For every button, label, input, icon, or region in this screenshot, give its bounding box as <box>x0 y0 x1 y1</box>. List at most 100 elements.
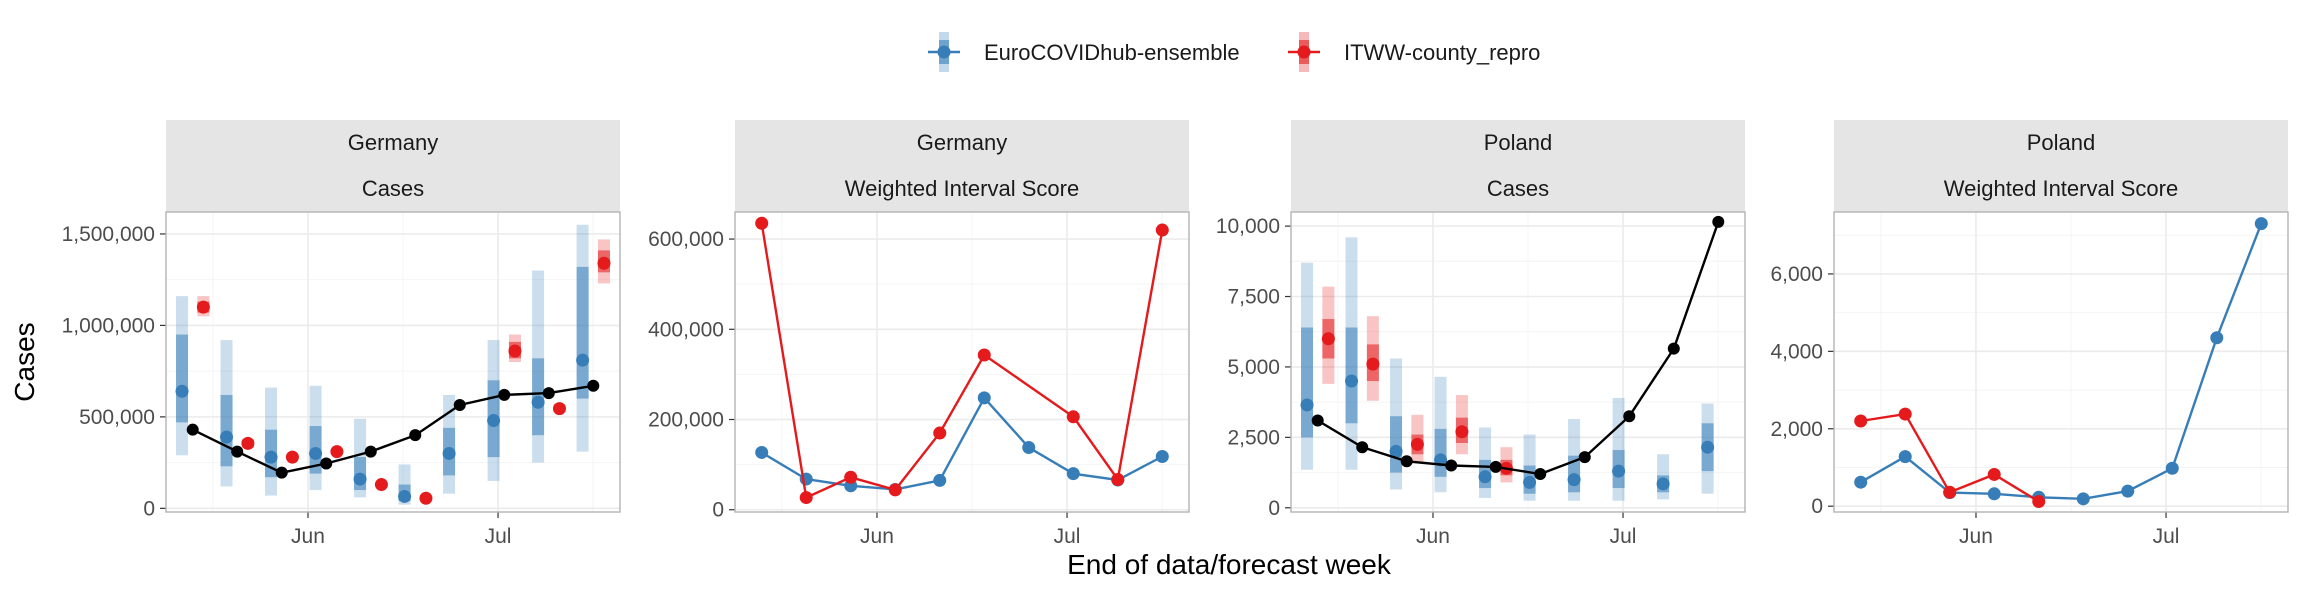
forecast-median-point <box>1612 464 1626 478</box>
y-tick-label: 500,000 <box>79 406 155 429</box>
forecast-median-point <box>1567 473 1581 487</box>
observed-point <box>498 388 511 401</box>
y-tick-label: 6,000 <box>1770 263 1823 286</box>
y-axis-title: Cases <box>9 322 40 401</box>
y-tick-label: 0 <box>143 497 155 520</box>
legend-key-point <box>937 45 951 59</box>
y-tick-label: 10,000 <box>1216 215 1280 238</box>
score-point <box>2076 492 2090 506</box>
x-tick-label: Jul <box>2153 525 2180 548</box>
facet-strip-country <box>1834 120 2288 166</box>
score-point <box>1987 487 2001 501</box>
score-series <box>1854 217 2268 506</box>
panel-border <box>1833 211 2289 513</box>
forecast-median-point <box>398 489 412 503</box>
x-tick-label: Jul <box>1054 525 1081 548</box>
score-point <box>1854 475 1868 489</box>
interval-50 <box>1390 416 1403 473</box>
observed-point <box>1311 414 1324 427</box>
y-tick-label: 400,000 <box>648 318 724 341</box>
y-tick-label: 0 <box>712 499 724 522</box>
forecast-median-point <box>1455 425 1469 439</box>
score-point <box>755 216 769 230</box>
forecast-series <box>1300 237 1715 501</box>
facet-strip-country-label: Germany <box>917 130 1007 155</box>
interval-50 <box>1301 327 1314 438</box>
score-point <box>1022 440 1036 454</box>
facet-strip-country-label: Poland <box>1484 130 1553 155</box>
y-tick-label: 0 <box>1268 497 1280 520</box>
observed-point <box>409 429 422 442</box>
observed-point <box>364 445 377 458</box>
facet-panel: Germany Weighted Interval Score 0 200,000 40… <box>648 120 1190 548</box>
y-tick-label: 5,000 <box>1227 356 1280 379</box>
forecast-series <box>1321 286 1513 483</box>
score-line <box>761 395 1163 491</box>
y-tick-label: 2,000 <box>1770 418 1823 441</box>
forecast-median-point <box>576 353 590 367</box>
score-series <box>755 216 1169 505</box>
forecast-median-point <box>309 446 323 460</box>
observed-point <box>1400 455 1413 468</box>
observed-point <box>1445 459 1458 472</box>
score-point <box>1987 467 2001 481</box>
observed-point <box>1712 215 1725 228</box>
x-tick-label: Jul <box>485 525 512 548</box>
score-point <box>977 348 991 362</box>
forecast-median-point <box>1656 477 1670 491</box>
score-series <box>755 391 1169 496</box>
score-point <box>799 491 813 505</box>
forecast-median-point <box>508 344 522 358</box>
observed-point <box>1356 441 1369 454</box>
y-tick-label: 4,000 <box>1770 340 1823 363</box>
y-tick-label: 0 <box>1811 495 1823 518</box>
observed-point <box>186 423 199 436</box>
observed-point <box>1534 467 1547 480</box>
legend-label: ITWW-county_repro <box>1344 40 1540 65</box>
observed-point <box>275 466 288 479</box>
score-point <box>888 483 902 497</box>
facet-strip-metric <box>1834 166 2288 212</box>
forecast-median-point <box>330 445 344 459</box>
facet-strip-metric-label: Cases <box>362 176 424 201</box>
legend-key-point <box>1297 45 1311 59</box>
forecast-median-point <box>175 384 189 398</box>
facet-strip-country-label: Germany <box>348 130 438 155</box>
interval-50 <box>176 334 189 423</box>
interval-50 <box>576 266 589 399</box>
legend: EuroCOVIDhub-ensemble ITWW-county_repro <box>928 32 1540 72</box>
observed-point <box>1578 451 1591 464</box>
score-line <box>1860 223 2263 501</box>
forecast-median-point <box>285 450 299 464</box>
x-tick-label: Jun <box>860 525 894 548</box>
score-point <box>1155 223 1169 237</box>
score-point <box>2032 495 2046 509</box>
y-tick-label: 1,500,000 <box>62 223 155 246</box>
facet-strip-country <box>166 120 620 166</box>
x-tick-label: Jun <box>1416 525 1450 548</box>
forecast-series <box>196 239 611 505</box>
facet-strip-metric <box>735 166 1189 212</box>
observed-point <box>1667 342 1680 355</box>
score-point <box>1155 450 1169 464</box>
score-point <box>844 470 858 484</box>
score-point <box>2165 461 2179 475</box>
score-point <box>1854 414 1868 428</box>
y-tick-label: 7,500 <box>1227 286 1280 309</box>
score-line <box>760 223 1164 500</box>
score-point <box>1111 473 1125 487</box>
facet-strip-country <box>735 120 1189 166</box>
score-point <box>1066 410 1080 424</box>
x-tick-label: Jun <box>291 525 325 548</box>
forecast-median-point <box>1410 437 1424 451</box>
score-point <box>2254 217 2268 231</box>
facet-strip-country <box>1291 120 1745 166</box>
facet-strip-metric <box>1291 166 1745 212</box>
forecast-median-point <box>220 430 234 444</box>
forecast-median-point <box>1366 357 1380 371</box>
forecast-median-point <box>1389 444 1403 458</box>
forecast-median-point <box>597 256 611 270</box>
y-tick-label: 1,000,000 <box>62 314 155 337</box>
forecast-median-point <box>353 472 367 486</box>
